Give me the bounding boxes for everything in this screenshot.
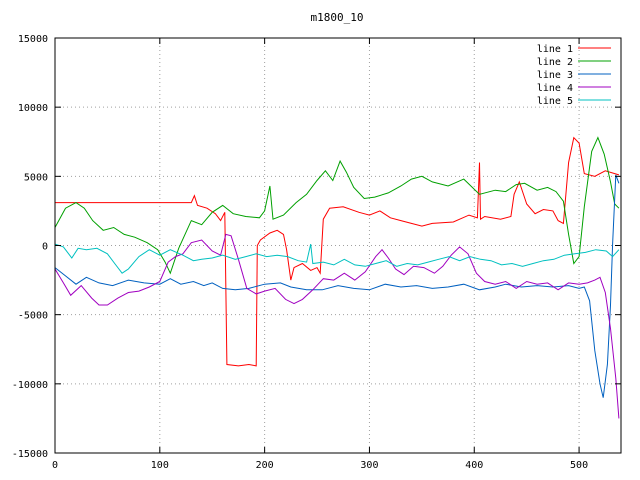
y-tick-label: 0 bbox=[42, 242, 48, 253]
x-tick-label: 100 bbox=[151, 460, 169, 471]
y-tick-label: -10000 bbox=[12, 380, 48, 391]
y-tick-label: 5000 bbox=[24, 172, 48, 183]
series-line-4 bbox=[54, 233, 620, 419]
legend-label: line 5 bbox=[537, 96, 573, 107]
x-tick-label: 500 bbox=[570, 460, 588, 471]
y-tick-label: -5000 bbox=[18, 311, 48, 322]
legend-label: line 1 bbox=[537, 44, 573, 55]
chart-title: m1800_10 bbox=[311, 11, 364, 24]
legend-label: line 3 bbox=[537, 70, 573, 81]
legend-label: line 2 bbox=[537, 57, 573, 68]
x-tick-label: 300 bbox=[360, 460, 378, 471]
series-line-5 bbox=[54, 243, 620, 274]
series-line-1 bbox=[55, 136, 620, 367]
y-tick-label: 10000 bbox=[18, 103, 48, 114]
x-tick-label: 400 bbox=[465, 460, 483, 471]
x-tick-label: 200 bbox=[256, 460, 274, 471]
x-tick-label: 0 bbox=[52, 460, 58, 471]
axis-ticks: -15000 -10000 -5000 0 5000 10000 15000 0 100 200 3… bbox=[12, 34, 621, 471]
series-line-3 bbox=[54, 174, 620, 398]
legend-label: line 4 bbox=[537, 83, 573, 94]
series-line-2 bbox=[54, 136, 620, 275]
series-layer bbox=[54, 136, 620, 419]
legend: line 1 line 2 line 3 line 4 line 5 bbox=[537, 44, 611, 107]
y-tick-label: -15000 bbox=[12, 449, 48, 460]
y-tick-label: 15000 bbox=[18, 34, 48, 45]
